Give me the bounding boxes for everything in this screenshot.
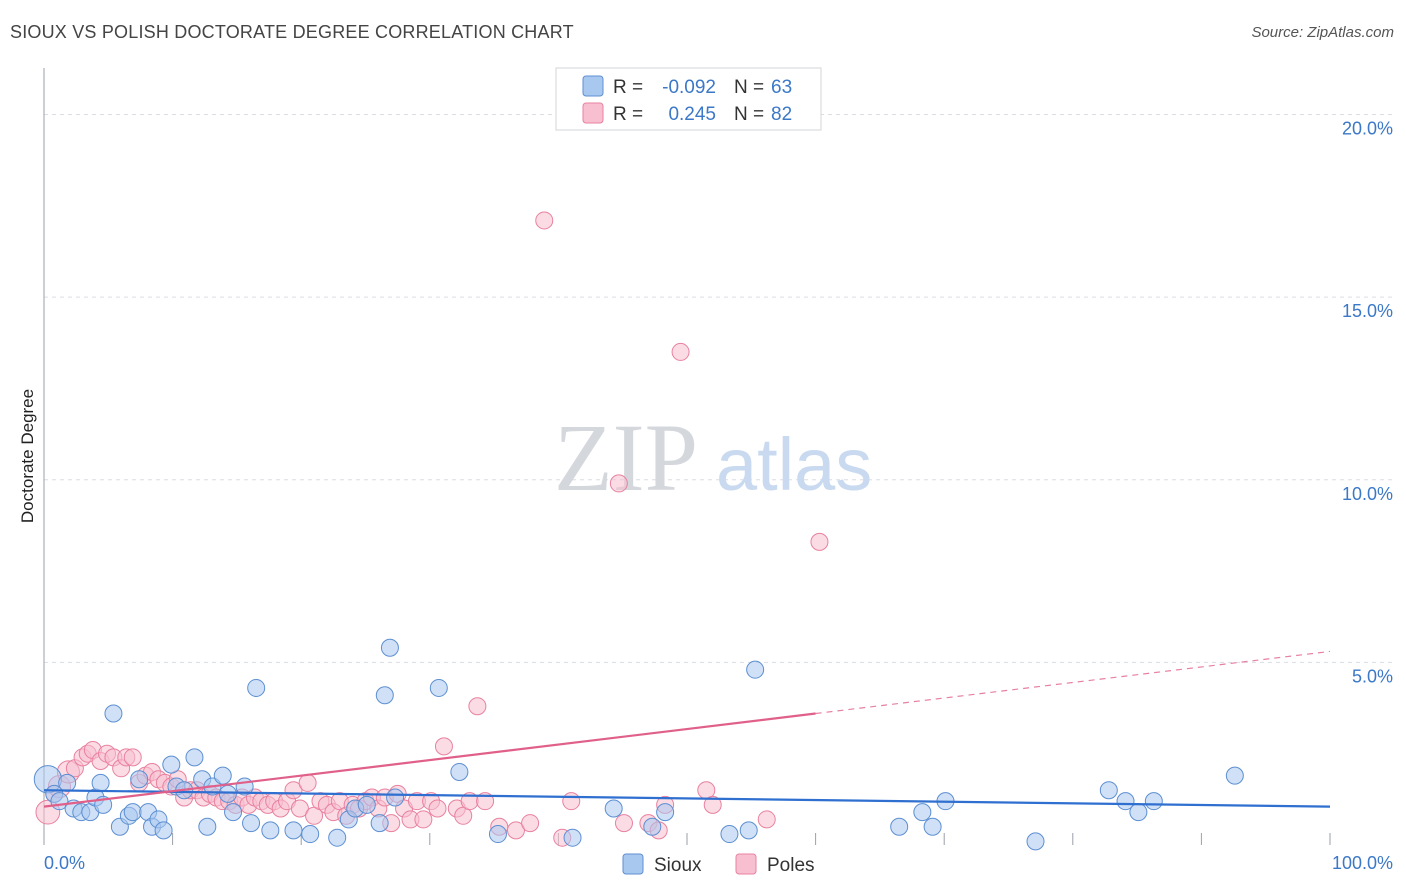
sioux-points — [33, 638, 1244, 851]
sioux-point — [1099, 781, 1118, 800]
poles-point — [428, 799, 447, 818]
poles-trend-extension — [815, 650, 1331, 715]
poles-point — [810, 532, 829, 551]
source-label: Source: ZipAtlas.com — [1251, 24, 1394, 41]
poles-point — [290, 799, 309, 818]
sioux-point — [185, 748, 204, 767]
sioux-point — [643, 817, 662, 836]
poles-point — [521, 814, 540, 833]
sioux-point — [154, 821, 173, 840]
legend-sioux-n-value: 63 — [771, 77, 792, 98]
poles-point — [703, 795, 722, 814]
sioux-point — [224, 803, 243, 822]
legend-poles-n-value: 82 — [771, 104, 792, 125]
legend-swatch-sioux — [582, 75, 604, 97]
sioux-point — [218, 784, 237, 803]
series-legend-swatch-sioux — [622, 853, 644, 875]
poles-point — [298, 773, 317, 792]
legend-poles-n-label: N = — [734, 104, 764, 125]
series-legend: Sioux Poles — [622, 853, 815, 876]
sioux-point — [450, 762, 469, 781]
poles-point — [414, 810, 433, 829]
poles-point — [434, 737, 453, 756]
sioux-point — [91, 773, 110, 792]
sioux-point — [604, 799, 623, 818]
sioux-point — [357, 795, 376, 814]
sioux-point — [328, 828, 347, 847]
legend-poles-r-label: R = — [613, 104, 643, 125]
series-legend-label-poles: Poles — [767, 855, 815, 876]
sioux-point — [261, 821, 280, 840]
poles-point — [609, 474, 628, 493]
y-tick-labels: 5.0% 10.0% 15.0% 20.0% — [1342, 119, 1393, 687]
legend-sioux-r-value: -0.092 — [662, 77, 716, 98]
sioux-point — [1116, 792, 1135, 811]
poles-trend-line — [43, 712, 816, 808]
sioux-point — [380, 638, 399, 657]
sioux-point — [890, 817, 909, 836]
trend-lines — [43, 650, 1331, 808]
sioux-point — [656, 803, 675, 822]
series-legend-swatch-poles — [735, 853, 757, 875]
poles-point — [562, 792, 581, 811]
sioux-point — [104, 704, 123, 723]
legend-sioux-n-label: N = — [734, 77, 764, 98]
sioux-point — [1144, 792, 1163, 811]
y-tick-label: 5.0% — [1352, 666, 1393, 686]
poles-point — [757, 810, 776, 829]
sioux-point — [198, 817, 217, 836]
poles-point — [506, 821, 525, 840]
poles-point — [123, 748, 142, 767]
series-legend-label-sioux: Sioux — [654, 855, 702, 876]
sioux-point — [386, 788, 405, 807]
sioux-point — [429, 678, 448, 697]
y-tick-label: 20.0% — [1342, 119, 1393, 139]
y-axis-title: Doctorate Degree — [18, 389, 37, 523]
sioux-point — [242, 814, 261, 833]
watermark: ZIP atlas — [554, 404, 872, 511]
sioux-point — [1026, 832, 1045, 851]
legend-swatch-poles — [582, 102, 604, 124]
sioux-point — [913, 803, 932, 822]
sioux-point — [130, 770, 149, 789]
y-tick-label: 15.0% — [1342, 301, 1393, 321]
sioux-point — [123, 803, 142, 822]
legend-poles-r-value: 0.245 — [668, 104, 716, 125]
x-tick-label: 0.0% — [44, 853, 85, 873]
correlation-legend: R = -0.092 N = 63 R = 0.245 N = 82 — [555, 67, 822, 131]
sioux-point — [58, 773, 77, 792]
poles-point — [468, 697, 487, 716]
sioux-point — [923, 817, 942, 836]
sioux-point — [739, 821, 758, 840]
sioux-point — [247, 678, 266, 697]
sioux-point — [1225, 766, 1244, 785]
sioux-point — [284, 821, 303, 840]
sioux-point — [370, 814, 389, 833]
sioux-trend-line — [43, 789, 1331, 808]
sioux-point — [1129, 803, 1148, 822]
sioux-point — [301, 825, 320, 844]
watermark-atlas: atlas — [716, 423, 872, 506]
watermark-zip: ZIP — [554, 404, 698, 511]
sioux-point — [375, 686, 394, 705]
poles-point — [614, 814, 633, 833]
x-tick-label: 100.0% — [1332, 853, 1393, 873]
grid-lines — [44, 114, 1392, 663]
poles-point — [671, 342, 690, 361]
sioux-point — [213, 766, 232, 785]
poles-points — [35, 211, 829, 847]
poles-point — [535, 211, 554, 230]
sioux-point — [162, 755, 181, 774]
sioux-point — [720, 825, 739, 844]
sioux-point — [488, 825, 507, 844]
x-tick-marks — [172, 833, 1331, 845]
x-tick-labels: 0.0% 100.0% — [44, 853, 1393, 873]
sioux-point — [563, 828, 582, 847]
y-tick-label: 10.0% — [1342, 484, 1393, 504]
legend-sioux-r-label: R = — [613, 77, 643, 98]
chart-title: SIOUX VS POLISH DOCTORATE DEGREE CORRELA… — [10, 22, 574, 42]
sioux-point — [746, 660, 765, 679]
